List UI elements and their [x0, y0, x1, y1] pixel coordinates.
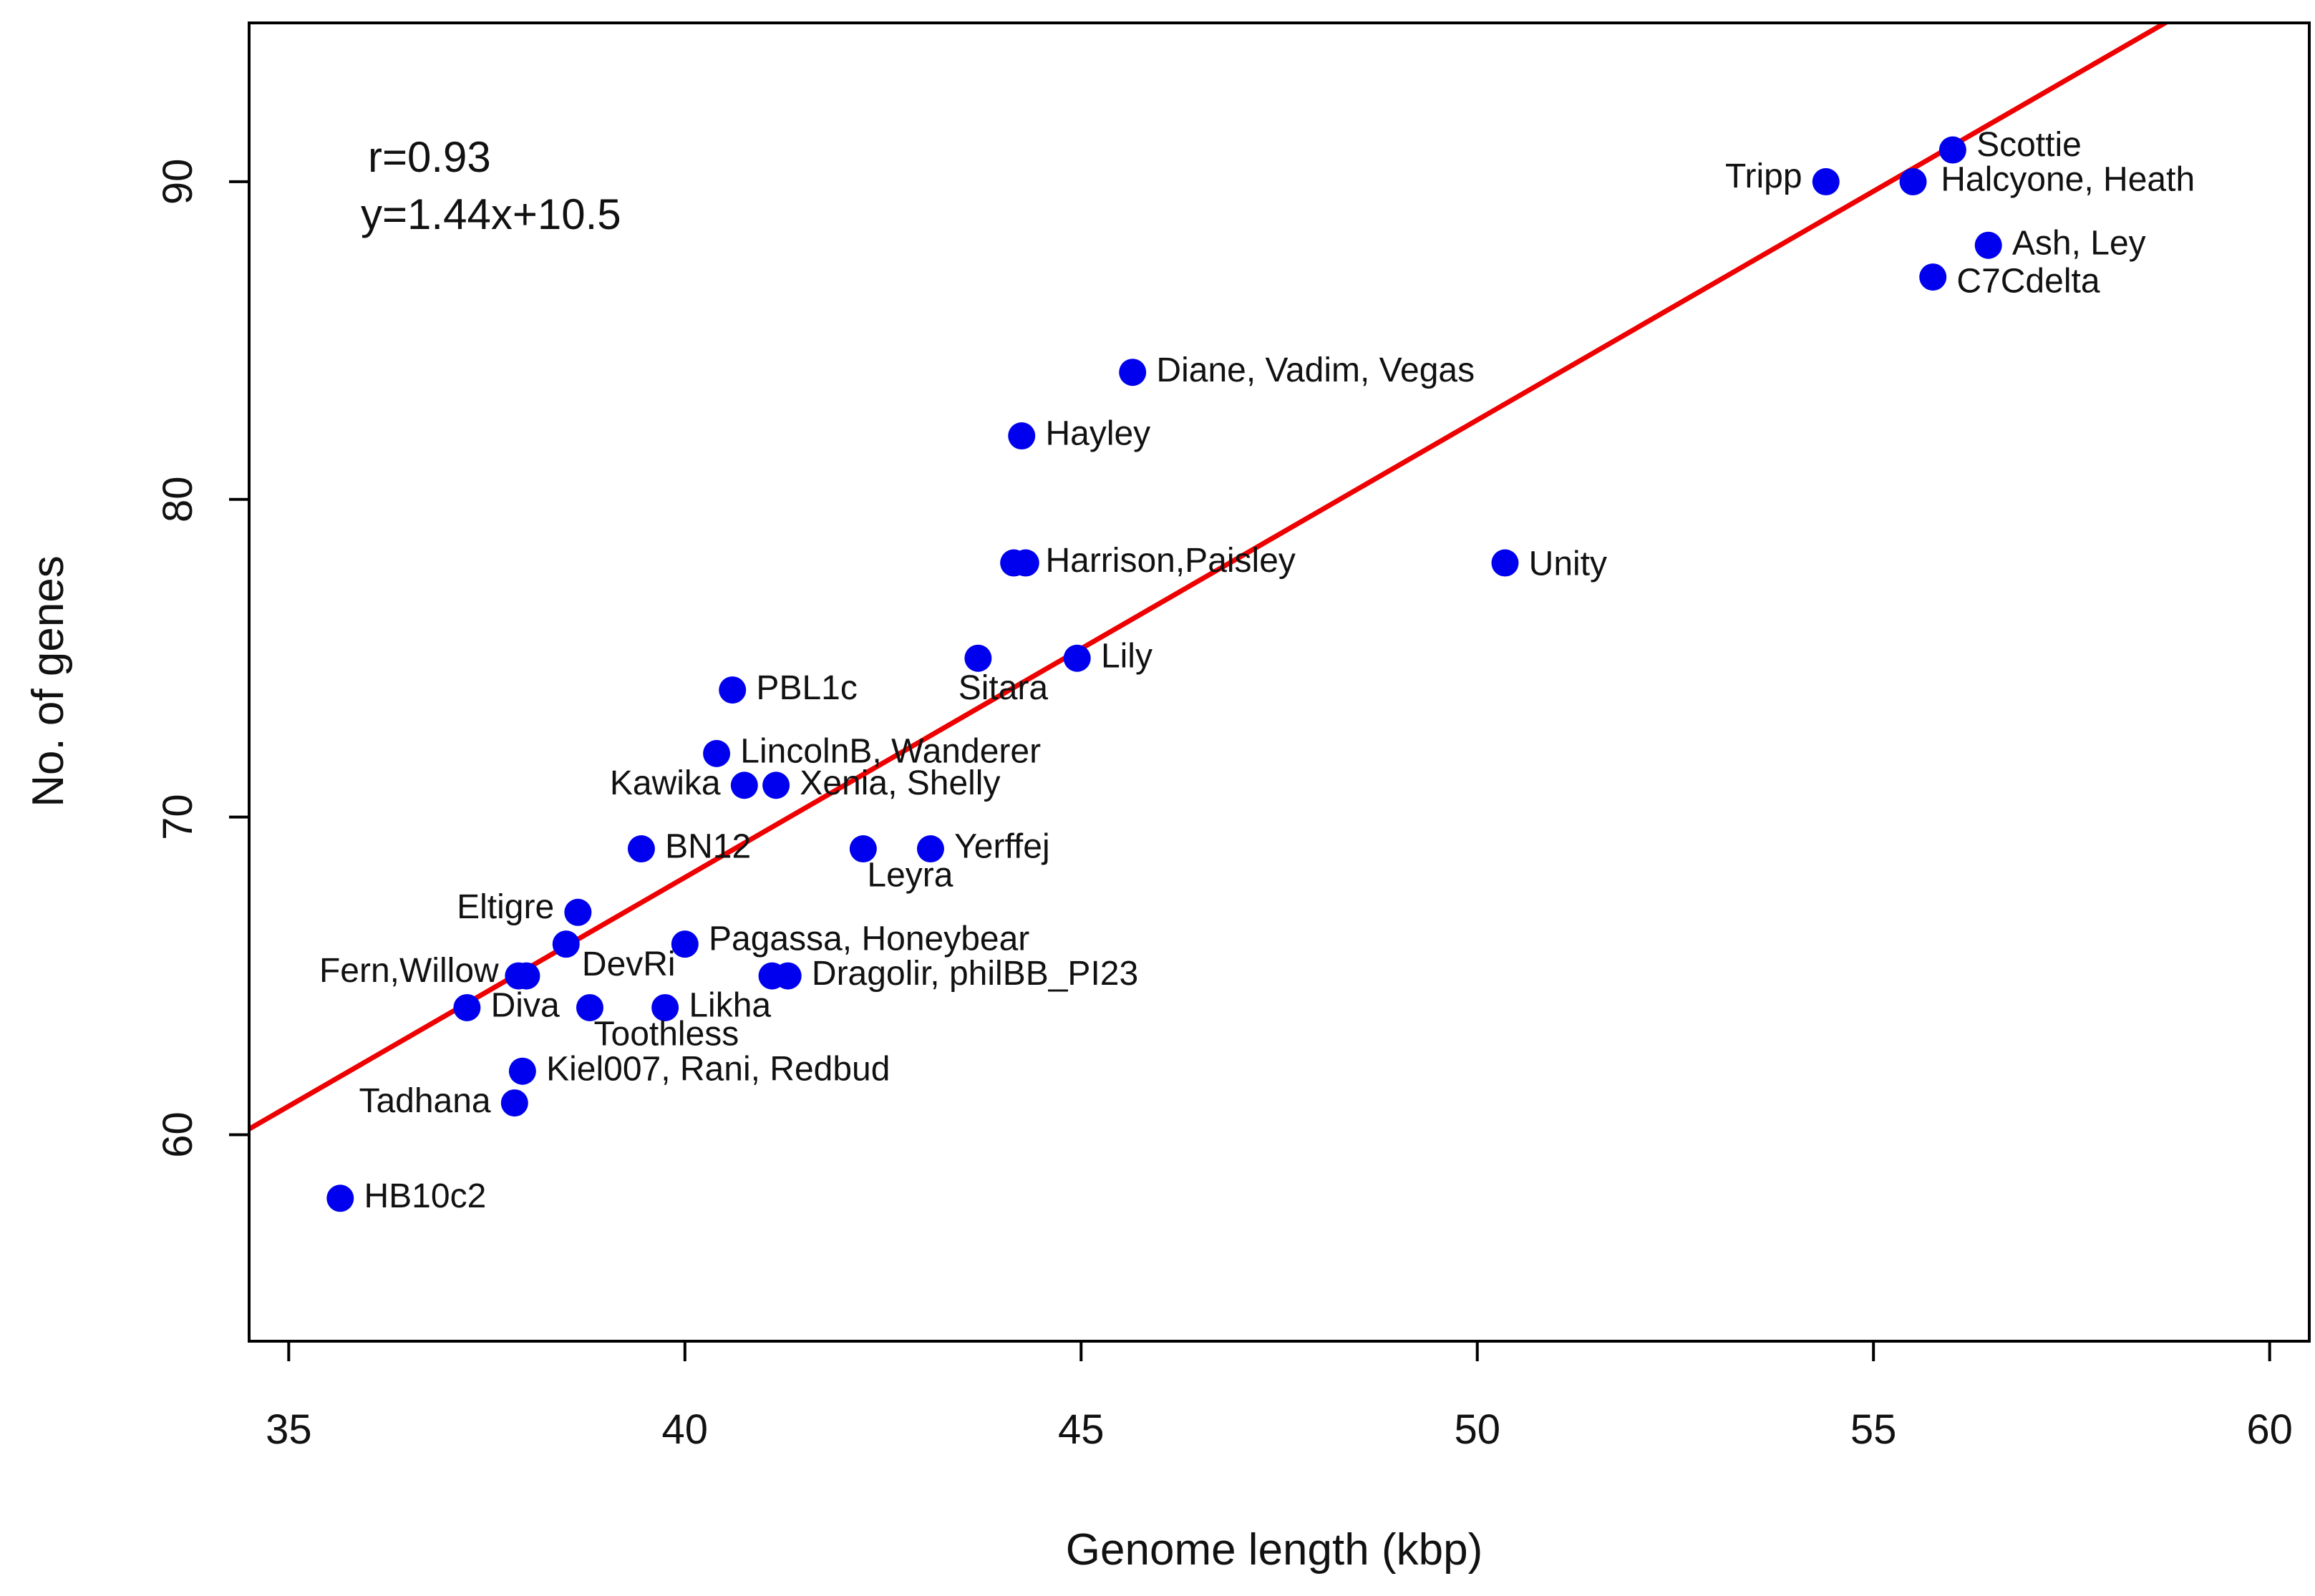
- y-tick-label: 60: [155, 1111, 201, 1158]
- point-label: C7Cdelta: [1956, 263, 2100, 301]
- data-point: [774, 962, 802, 990]
- data-point: [1063, 644, 1091, 672]
- data-point: [1812, 167, 1840, 195]
- point-label: Kiel007, Rani, Redbud: [546, 1050, 890, 1088]
- point-label: Tripp: [1725, 157, 1802, 195]
- data-point: [453, 993, 481, 1021]
- y-tick-label: 80: [155, 477, 201, 523]
- point-label: Hayley: [1045, 415, 1150, 453]
- data-point: [849, 835, 877, 863]
- data-point: [326, 1184, 354, 1212]
- data-point: [762, 772, 790, 799]
- data-point: [576, 993, 603, 1021]
- data-points: [326, 136, 2002, 1212]
- point-label: Tadhana: [359, 1082, 490, 1120]
- point-label: Sitara: [958, 669, 1049, 707]
- data-point: [916, 835, 944, 863]
- data-point: [964, 644, 992, 672]
- data-point: [513, 962, 540, 990]
- point-label: Fern,Willow: [319, 952, 499, 990]
- data-point: [1938, 136, 1966, 164]
- point-label: HB10c2: [364, 1177, 487, 1215]
- fit-line-layer: [249, 23, 2170, 1132]
- point-label: Xenia, Shelly: [800, 764, 1000, 802]
- regression-line: [249, 23, 2170, 1132]
- data-point: [703, 739, 731, 767]
- point-label: Yerffej: [954, 828, 1049, 866]
- data-point: [671, 930, 699, 958]
- point-label: Kawika: [610, 764, 721, 802]
- point-label: Scottie: [1976, 126, 2082, 164]
- point-label: Halcyone, Heath: [1941, 161, 2195, 199]
- data-point: [651, 993, 679, 1021]
- regression-equation: y=1.44x+10.5: [361, 190, 621, 238]
- y-axis-label: No. of genes: [24, 555, 73, 807]
- x-tick-label: 45: [1058, 1406, 1105, 1453]
- point-label: DevRi: [582, 945, 676, 983]
- data-point: [564, 898, 592, 926]
- y-tick-label: 90: [155, 159, 201, 205]
- data-point: [1919, 263, 1947, 291]
- point-label: PBL1c: [756, 669, 857, 707]
- data-point: [1119, 359, 1147, 386]
- data-point: [1899, 167, 1927, 195]
- x-tick-label: 60: [2246, 1406, 2293, 1453]
- point-label: Toothless: [594, 1016, 739, 1054]
- point-label: Harrison,Paisley: [1045, 542, 1295, 580]
- data-point: [627, 835, 655, 863]
- data-point: [1011, 549, 1039, 577]
- x-tick-label: 35: [266, 1406, 312, 1453]
- data-point: [508, 1057, 536, 1085]
- point-label: Unity: [1529, 545, 1607, 583]
- point-label: Eltigre: [457, 888, 554, 926]
- correlation-annotation: r=0.93: [368, 133, 491, 181]
- y-axis: 60 70 80 90: [155, 159, 251, 1158]
- data-point: [719, 676, 747, 704]
- point-label: Leyra: [867, 857, 953, 895]
- point-label: Likha: [689, 987, 771, 1025]
- point-labels: Scottie Tripp Halcyone, Heath Ash, LeyC7Cde…: [319, 126, 2195, 1215]
- data-point: [1008, 422, 1036, 450]
- x-axis: 35 40 45 50 55 60: [266, 1340, 2293, 1453]
- point-label: Diane, Vadim, Vegas: [1156, 351, 1475, 389]
- data-point: [1491, 549, 1519, 577]
- x-tick-label: 50: [1454, 1406, 1500, 1453]
- point-label: Pagassa, Honeybear: [709, 920, 1029, 958]
- point-label: BN12: [665, 828, 751, 866]
- point-label: LincolnB, Wanderer: [740, 733, 1041, 771]
- point-label: Diva: [491, 987, 560, 1025]
- data-point: [552, 930, 580, 958]
- point-label: Dragolir, philBB_PI23: [812, 955, 1138, 993]
- x-tick-label: 40: [662, 1406, 709, 1453]
- x-tick-label: 55: [1850, 1406, 1897, 1453]
- y-tick-label: 70: [155, 794, 201, 840]
- data-point: [500, 1089, 528, 1117]
- data-point: [730, 772, 758, 799]
- point-label: Lily: [1101, 637, 1152, 675]
- data-point: [1974, 231, 2002, 259]
- point-label: Ash, Ley: [2012, 224, 2146, 262]
- x-axis-label: Genome length (kbp): [1066, 1525, 1482, 1575]
